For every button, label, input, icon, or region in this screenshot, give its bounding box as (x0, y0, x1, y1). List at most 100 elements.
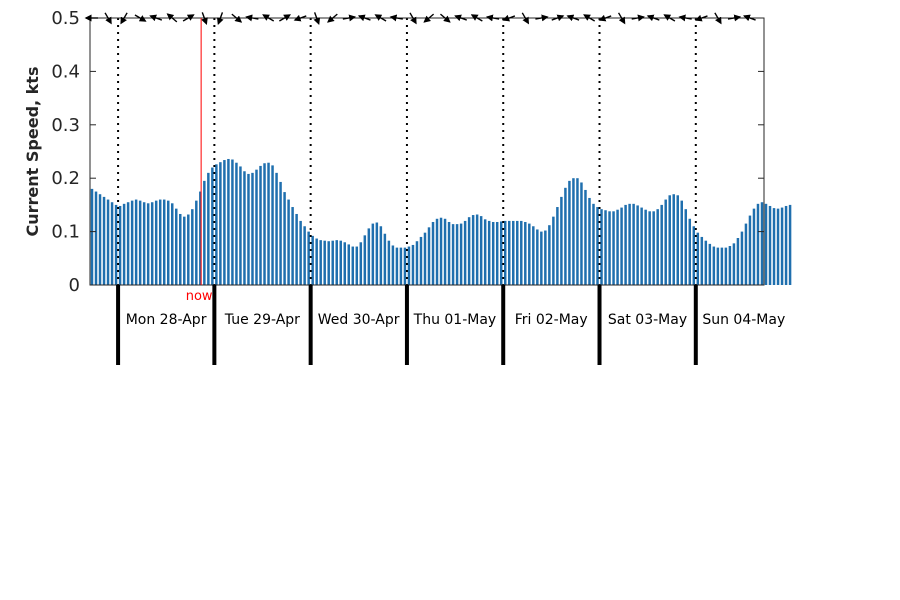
grid-layer (117, 18, 697, 285)
bar (471, 215, 475, 285)
direction-arrow (646, 14, 660, 22)
bar (664, 199, 667, 285)
bar (427, 227, 431, 285)
bar (351, 246, 355, 285)
direction-arrow (409, 12, 417, 25)
bar (114, 204, 118, 285)
bar (239, 166, 242, 285)
bar (150, 202, 154, 285)
bar (652, 211, 655, 285)
bar (447, 221, 451, 285)
bar (411, 244, 415, 285)
bar (612, 211, 615, 285)
bar (724, 247, 728, 285)
bar (632, 203, 635, 285)
bar (780, 207, 784, 285)
bar (255, 169, 258, 285)
bar (676, 195, 679, 285)
direction-arrow (678, 14, 692, 22)
bar (516, 220, 519, 285)
direction-arrow (663, 14, 676, 22)
bar (335, 240, 338, 285)
direction-arrow (245, 14, 259, 22)
direction-arrow (120, 12, 128, 25)
bar (347, 244, 351, 285)
bar (291, 207, 294, 285)
bar (680, 200, 683, 285)
bar (552, 216, 555, 285)
bar (235, 162, 238, 285)
bar (98, 194, 102, 285)
bar (407, 246, 411, 285)
bar (660, 204, 663, 285)
bar (712, 246, 716, 285)
y-tick-label: 0.4 (51, 61, 80, 82)
bar (451, 224, 455, 285)
bar (459, 223, 463, 285)
bar (142, 202, 146, 285)
now-marker: now (186, 18, 213, 304)
bar (118, 205, 122, 285)
day-label: Mon 28-Apr (126, 312, 207, 328)
bar (656, 209, 659, 285)
direction-arrow (357, 14, 371, 22)
direction-arrow (231, 13, 243, 23)
direction-arrow (617, 12, 626, 25)
bar (439, 217, 443, 285)
bar (327, 241, 330, 285)
bar (130, 200, 134, 285)
bar (640, 207, 643, 285)
direction-arrow (743, 14, 756, 22)
bar (271, 165, 274, 285)
bar (728, 246, 732, 285)
bar (311, 235, 314, 285)
bar (303, 226, 306, 285)
bar (463, 220, 467, 285)
direction-arrow (374, 14, 387, 22)
bar (175, 208, 178, 285)
day-label: Wed 30-Apr (318, 312, 400, 328)
bar (475, 214, 479, 285)
direction-arrow (502, 14, 516, 22)
direction-arrow (149, 14, 163, 22)
direction-arrow (423, 13, 435, 23)
direction-arrow (566, 14, 580, 22)
bar (443, 218, 447, 285)
y-tick-label: 0 (69, 275, 80, 296)
direction-arrow (279, 14, 291, 22)
bar (379, 226, 383, 285)
bar (435, 218, 439, 285)
bar (275, 172, 278, 285)
bar (295, 213, 298, 285)
now-label: now (186, 289, 213, 304)
bar (720, 247, 724, 285)
direction-arrow (104, 12, 112, 25)
bar (363, 235, 367, 285)
bar (584, 189, 587, 285)
bar (263, 163, 266, 285)
bar (307, 231, 310, 285)
bar (580, 182, 583, 285)
bar (528, 223, 531, 285)
bar (560, 196, 563, 285)
bar (704, 240, 708, 285)
bar (283, 192, 286, 285)
bar (576, 178, 579, 285)
bar (102, 196, 106, 285)
bar (195, 200, 198, 285)
bar (223, 160, 226, 285)
day-label: Sun 04-May (702, 312, 785, 328)
bar (604, 210, 607, 285)
y-tick-label: 0.3 (51, 115, 80, 136)
bar (668, 195, 671, 285)
direction-arrow (313, 12, 321, 25)
direction-arrow (216, 12, 224, 25)
direction-arrow (485, 14, 500, 22)
bar (483, 219, 487, 285)
bar (536, 229, 539, 285)
bar (491, 221, 495, 285)
bar (343, 242, 346, 285)
bar (648, 211, 651, 285)
bar (134, 199, 138, 285)
